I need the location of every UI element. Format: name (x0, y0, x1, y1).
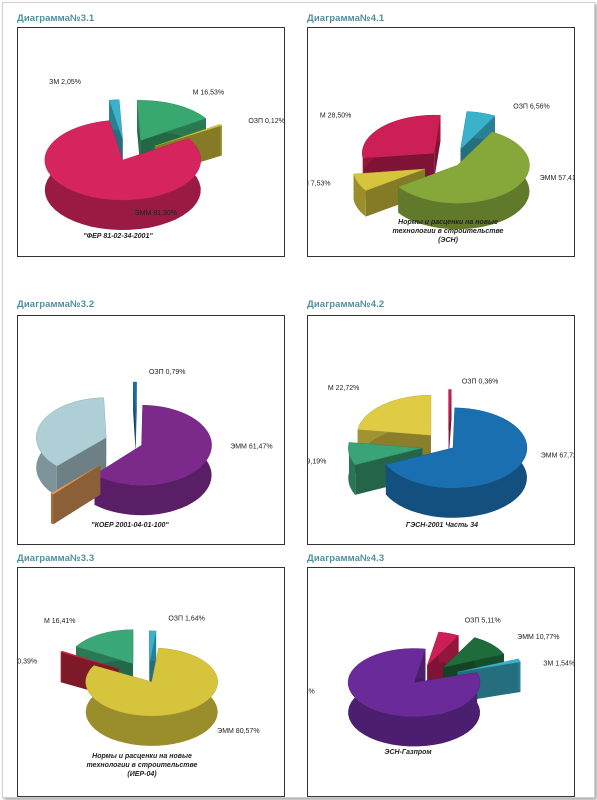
pie-slice (448, 389, 452, 460)
slice-label: ЭММ 57,41% (540, 175, 574, 182)
pie-slice (36, 397, 107, 496)
pie-chart-4: ОЗП 1,64% ЭММ 80,57% ЗМ 0,39% М 16,41% Нормы… (18, 615, 260, 778)
slice-label: ЗМ 0,39% (18, 658, 37, 665)
panel-3-2: ОЗП 0,79%ЭММ 61,47%ЗМ 0,72%М 37,01%"КОЕР… (17, 315, 285, 545)
pie-slice (385, 407, 528, 518)
slice-label: ЗМ 9,19% (308, 458, 326, 465)
slice-label: ОЗП 1,64% (168, 615, 205, 622)
slice-label: ЭММ 10,77% (517, 634, 559, 641)
pie-chart-2: ОЗП 0,79%ЭММ 61,47%ЗМ 0,72%М 37,01%"КОЕР… (36, 369, 273, 529)
slice-label: М 16,41% (44, 618, 76, 625)
pie-slice (397, 131, 530, 230)
caption-4-1: Диаграмма№4.1 (307, 13, 385, 24)
slice-label: М 16,53% (193, 89, 225, 96)
slice-label: ЗМ 7,53% (308, 180, 331, 187)
slice-label: ЭММ 81,30% (135, 210, 177, 217)
chart-subtitle: ЭСН-Газпром (384, 749, 432, 756)
slice-label: ЭММ 67,72% (541, 453, 574, 460)
panel-4-3: ОЗП 5,11% ЭММ 10,77% ЗМ 1,54% М 82,58% ЭСН-Г… (307, 567, 575, 797)
slice-label: ЗМ 1,54% (543, 661, 574, 668)
pie-chart-1: ОЗП 6,56% ЭММ 57,41% ЗМ 7,53% М 28,50% Нормы… (308, 104, 574, 244)
pie-slice (50, 464, 101, 525)
slice-label: ЭММ 61,47% (230, 443, 272, 450)
panel-3-3: ОЗП 1,64% ЭММ 80,57% ЗМ 0,39% М 16,41% Нормы… (17, 567, 285, 797)
caption-3-1: Диаграмма№3.1 (17, 13, 95, 24)
chart-subtitle: ГЭСН-2001 Часть 34 (406, 522, 478, 529)
panel-4-2: ОЗП 0,36% ЭММ 67,72% ЗМ 9,19% М 22,72% ГЭСН-… (307, 315, 575, 545)
caption-3-2: Диаграмма№3.2 (17, 299, 95, 310)
chart-subtitle: технологии в строительстве (393, 228, 504, 235)
chart-subtitle: (ИЕР-04) (127, 771, 157, 778)
slice-label: М 22,72% (328, 385, 360, 392)
pie-chart-3: ОЗП 0,36% ЭММ 67,72% ЗМ 9,19% М 22,72% ГЭСН-… (308, 379, 574, 529)
pie-slice (94, 405, 212, 516)
caption-4-2: Диаграмма№4.2 (307, 299, 385, 310)
slice-label: М 28,50% (320, 112, 352, 119)
slice-label: ОЗП 0,12% (248, 118, 284, 125)
caption-4-3: Диаграмма№4.3 (307, 553, 385, 564)
panel-4-1: ОЗП 6,56% ЭММ 57,41% ЗМ 7,53% М 28,50% Нормы… (307, 27, 575, 257)
chart-subtitle: (ЭСН) (438, 237, 458, 244)
chart-subtitle: Нормы и расценки на новые (92, 753, 192, 760)
slice-label: М 82,58% (308, 688, 315, 695)
panel-3-1: ЗМ 2,05% М 16,53% ОЗП 0,12% ЭММ 81,30% "ФЕР … (17, 27, 285, 257)
slice-label: ОЗП 6,56% (513, 104, 550, 111)
caption-3-3: Диаграмма№3.3 (17, 553, 95, 564)
chart-subtitle: технологии в строительстве (87, 762, 198, 769)
pie-slice (347, 648, 481, 747)
chart-subtitle: "КОЕР 2001-04-01-100" (91, 522, 169, 529)
slice-label: ЭММ 80,57% (217, 728, 259, 735)
pie-slice (85, 647, 218, 746)
chart-subtitle: "ФЕР 81-02-34-2001" (83, 233, 153, 240)
slice-label: ОЗП 0,36% (462, 379, 499, 386)
pie-slice (149, 630, 157, 695)
chart-subtitle: Нормы и расценки на новые (398, 219, 498, 226)
pie-chart-5: ОЗП 5,11% ЭММ 10,77% ЗМ 1,54% М 82,58% ЭСН-Г… (308, 618, 574, 756)
slice-label: ОЗП 5,11% (465, 618, 501, 625)
pie-chart-0: ЗМ 2,05% М 16,53% ОЗП 0,12% ЭММ 81,30% "ФЕР … (44, 79, 284, 240)
slice-label: ЗМ 2,05% (49, 79, 81, 86)
pie-slice (44, 120, 201, 230)
slice-label: ОЗП 0,79% (149, 369, 186, 376)
pie-slice (132, 381, 137, 453)
